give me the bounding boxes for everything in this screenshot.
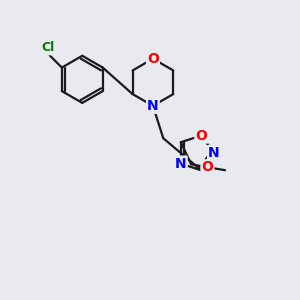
Text: N: N: [147, 99, 159, 113]
Text: O: O: [201, 160, 213, 174]
Text: O: O: [147, 52, 159, 66]
Text: N: N: [208, 146, 220, 160]
Text: O: O: [195, 129, 207, 142]
Text: Cl: Cl: [41, 41, 55, 54]
Text: N: N: [175, 157, 187, 171]
